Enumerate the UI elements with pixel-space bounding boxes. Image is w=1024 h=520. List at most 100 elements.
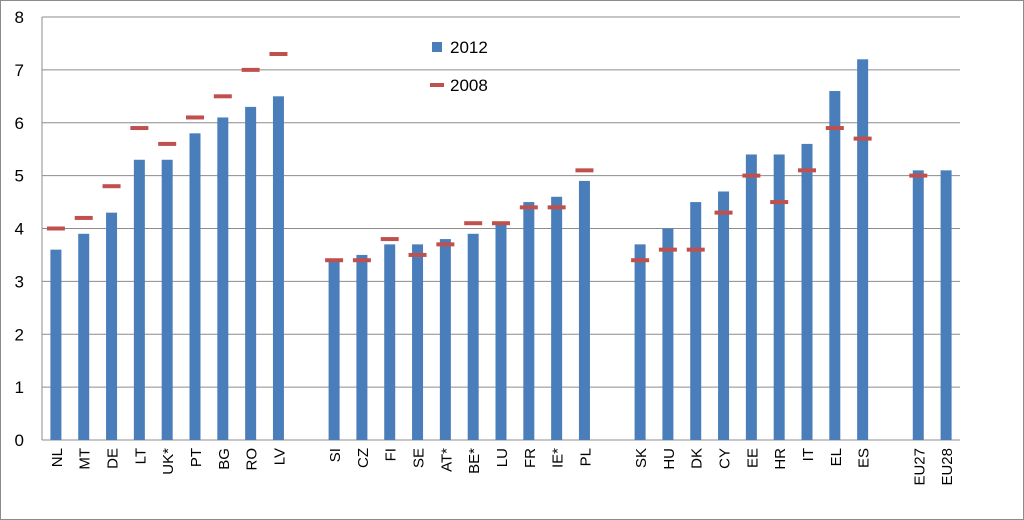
legend-label-2012: 2012 (450, 38, 488, 57)
marker-2008 (464, 221, 483, 226)
x-tick-label: RO (244, 448, 261, 471)
bar-2012 (467, 233, 479, 440)
marker-2008 (798, 168, 816, 173)
marker-2008 (213, 94, 232, 99)
x-tick-label: IE* (550, 448, 567, 468)
bar-2012 (912, 170, 924, 440)
marker-2008 (686, 247, 705, 252)
marker-2008 (130, 126, 149, 131)
x-tick-label: EU28 (939, 448, 956, 486)
x-tick-label: BE* (466, 448, 483, 474)
y-tick-label: 7 (15, 61, 24, 80)
bar-2012 (495, 223, 507, 440)
bar-2012 (328, 260, 340, 440)
x-tick-label: FR (522, 448, 539, 468)
x-tick-label: LU (494, 448, 511, 467)
bar-2012 (217, 117, 229, 441)
bar-2012 (801, 143, 813, 440)
marker-2008 (158, 141, 177, 146)
marker-2008 (74, 215, 93, 220)
y-tick-label: 8 (15, 8, 24, 27)
marker-2008 (241, 67, 260, 72)
y-tick-label: 2 (15, 325, 24, 344)
x-tick-label: EU27 (911, 448, 928, 486)
markers-2008 (46, 52, 928, 263)
bar-2012 (523, 202, 535, 440)
marker-2008 (492, 221, 510, 226)
x-tick-label: PL (577, 448, 594, 466)
marker-2008 (408, 252, 427, 257)
x-tick-label: NL (49, 448, 66, 467)
x-tick-label: ES (856, 448, 873, 468)
x-tick-label: DK (689, 448, 706, 469)
bar-2012 (829, 91, 841, 441)
bar-2012 (745, 154, 757, 440)
x-tick-label: CZ (355, 448, 372, 468)
legend: 2012 2008 (430, 38, 488, 95)
bar-2012 (106, 212, 118, 440)
bar-2012 (245, 106, 257, 440)
x-axis-labels: NL MT DE LT UK* PT BG RO LV SI CZ FI SE AT* BE* LU FR IE*… (49, 448, 956, 486)
y-tick-label: 1 (15, 378, 24, 397)
x-tick-label: HR (772, 448, 789, 470)
x-tick-label: HU (661, 448, 678, 470)
marker-2008 (186, 115, 204, 120)
bar-2012 (662, 228, 674, 440)
marker-2008 (519, 205, 538, 210)
legend-swatch-2012 (432, 42, 442, 52)
marker-2008 (436, 242, 455, 247)
x-tick-label: MT (77, 448, 94, 470)
y-tick-label: 5 (15, 167, 24, 186)
bar-2012 (940, 170, 952, 440)
bar-2012 (773, 154, 785, 440)
bar-2012 (272, 96, 284, 440)
x-tick-label: EL (828, 448, 845, 466)
bars-2012 (50, 59, 952, 441)
marker-2008 (909, 173, 928, 178)
y-tick-label: 3 (15, 272, 24, 291)
x-tick-label: LV (271, 448, 288, 465)
marker-2008 (770, 200, 789, 205)
y-tick-label: 4 (15, 220, 24, 239)
marker-2008 (853, 136, 872, 141)
marker-2008 (658, 247, 677, 252)
marker-2008 (269, 52, 288, 57)
bar-2012 (384, 244, 396, 440)
y-axis-ticks: 0 1 2 3 4 5 6 7 8 (15, 8, 24, 450)
x-tick-label: PT (188, 448, 205, 467)
x-tick-label: FI (383, 448, 400, 461)
marker-2008 (825, 126, 844, 131)
bar-2012 (161, 159, 173, 440)
y-tick-label: 6 (15, 114, 24, 133)
marker-2008 (380, 237, 399, 242)
marker-2008 (575, 168, 594, 173)
marker-2008 (46, 226, 65, 231)
x-tick-label: DE (105, 448, 122, 469)
y-tick-label: 0 (15, 431, 24, 450)
bar-2012 (551, 196, 563, 440)
x-tick-label: IT (800, 448, 817, 461)
x-tick-label: BG (216, 448, 233, 470)
bar-2012 (356, 254, 368, 440)
marker-2008 (631, 258, 650, 263)
legend-swatch-2008 (430, 83, 444, 87)
bar-2012 (634, 244, 646, 440)
bar-2012 (189, 133, 201, 440)
x-tick-label: EE (744, 448, 761, 468)
bar-2012 (412, 244, 424, 440)
bar-2012 (78, 233, 90, 440)
marker-2008 (352, 258, 371, 263)
x-tick-label: SK (633, 448, 650, 468)
marker-2008 (547, 205, 566, 210)
x-tick-label: CY (717, 448, 734, 469)
bar-2012 (439, 239, 451, 440)
bar-2012 (133, 159, 145, 440)
legend-label-2008: 2008 (450, 76, 488, 95)
marker-2008 (325, 258, 344, 263)
marker-2008 (714, 210, 733, 215)
x-tick-label: AT* (438, 448, 455, 472)
bar-2012 (50, 249, 62, 440)
x-tick-label: LT (132, 448, 149, 464)
bar-2012 (578, 180, 590, 440)
